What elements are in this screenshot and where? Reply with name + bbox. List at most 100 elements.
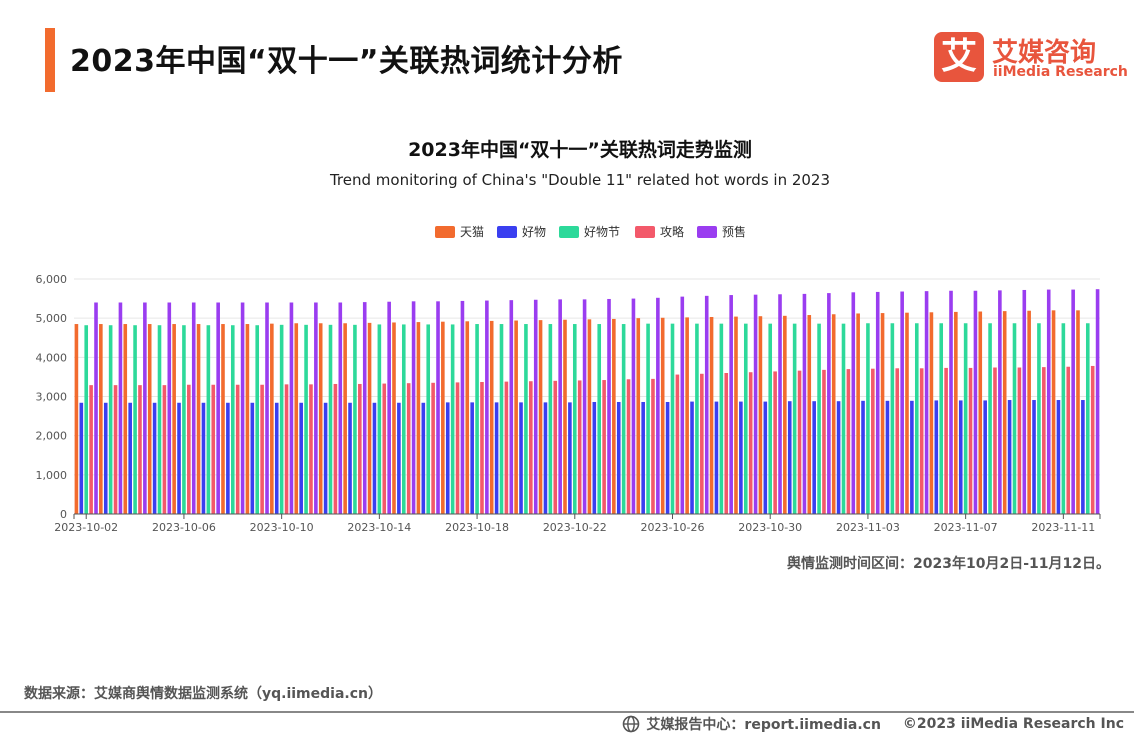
bar-4: [802, 293, 807, 514]
bar-3: [284, 384, 289, 514]
footer-divider: [0, 711, 1134, 713]
page-title: 2023年中国“双十一”关联热词统计分析: [70, 44, 623, 79]
bar-0: [74, 324, 79, 514]
bar-4: [656, 297, 660, 514]
bar-4: [167, 302, 172, 514]
bar-0: [172, 324, 176, 514]
bar-4: [411, 301, 416, 514]
bar-3: [113, 385, 118, 514]
bar-0: [538, 320, 543, 514]
bar-1: [445, 402, 450, 514]
bar-0: [221, 324, 225, 514]
bar-1: [494, 402, 499, 514]
bar-3: [871, 368, 875, 514]
bar-1: [739, 401, 743, 514]
bar-3: [602, 380, 606, 514]
bar-2: [1012, 323, 1017, 514]
bar-3: [431, 382, 435, 514]
bar-2: [621, 324, 626, 514]
bar-0: [196, 324, 201, 514]
bar-3: [406, 383, 411, 514]
bar-4: [900, 291, 904, 514]
bar-0: [758, 316, 763, 514]
bar-0: [587, 319, 592, 514]
legend-label-4: 预售: [722, 224, 746, 239]
legend-label-1: 好物: [522, 225, 546, 239]
bar-0: [465, 321, 470, 514]
bar-4: [998, 290, 1002, 514]
bar-4: [436, 301, 440, 514]
bar-0: [147, 324, 152, 514]
bar-2: [84, 325, 89, 514]
y-tick-label: 5,000: [36, 312, 68, 325]
bar-2: [914, 323, 919, 514]
legend-swatch-2: [559, 226, 579, 238]
bar-1: [274, 402, 279, 514]
bar-4: [631, 298, 636, 514]
bar-3: [944, 367, 948, 514]
bar-0: [270, 323, 274, 514]
bar-0: [929, 312, 934, 514]
bar-2: [304, 324, 308, 514]
bar-4: [973, 290, 978, 514]
y-tick-label: 3,000: [36, 391, 68, 404]
bar-1: [79, 402, 84, 514]
bar-4: [460, 300, 465, 514]
bar-4: [1095, 289, 1100, 514]
bar-0: [685, 317, 689, 514]
y-tick-label: 2,000: [36, 430, 68, 443]
logo-name-en: iiMedia Research: [993, 64, 1128, 80]
bar-0: [636, 318, 641, 514]
bar-4: [289, 302, 294, 514]
x-tick-label: 2023-11-07: [934, 521, 998, 534]
bar-3: [480, 382, 484, 514]
brand-logo[interactable]: 艾 艾媒咨询 iiMedia Research: [934, 32, 1128, 86]
bar-1: [372, 402, 377, 514]
report-site-link[interactable]: 艾媒报告中心：report.iimedia.cn: [646, 717, 881, 733]
legend-label-0: 天猫: [460, 225, 484, 239]
footer: 艾媒报告中心：report.iimedia.cn ©2023 iiMedia R…: [622, 714, 1124, 734]
bar-2: [719, 323, 724, 514]
bar-0: [831, 314, 836, 514]
bar-1: [934, 400, 939, 514]
bar-2: [255, 325, 260, 514]
y-tick-label: 6,000: [36, 273, 68, 286]
y-tick-label: 0: [60, 508, 67, 521]
bar-1: [1007, 400, 1012, 514]
bar-3: [895, 368, 900, 514]
bar-4: [778, 294, 782, 514]
bar-1: [690, 401, 694, 514]
bar-1: [958, 400, 963, 514]
x-tick-label: 2023-10-22: [543, 521, 607, 534]
bar-4: [1071, 289, 1075, 514]
bar-2: [670, 323, 675, 514]
bar-4: [680, 296, 685, 514]
bar-3: [89, 385, 93, 514]
bar-3: [260, 384, 264, 514]
logo-name-cn: 艾媒咨询: [992, 38, 1097, 68]
bar-2: [597, 324, 602, 514]
bar-4: [191, 302, 196, 514]
bar-3: [553, 380, 558, 514]
bar-2: [524, 324, 528, 514]
bar-1: [470, 402, 474, 514]
bar-4: [314, 302, 318, 514]
bar-3: [919, 368, 924, 514]
globe-icon: [623, 715, 640, 733]
bar-0: [367, 322, 372, 514]
bar-3: [333, 383, 338, 514]
bar-1: [201, 402, 206, 514]
bar-2: [1037, 323, 1041, 514]
bar-1: [299, 402, 303, 514]
bar-2: [695, 323, 699, 514]
bar-3: [968, 367, 973, 514]
bar-3: [773, 371, 777, 514]
bar-0: [660, 317, 665, 514]
bar-0: [954, 311, 958, 514]
bar-0: [563, 319, 567, 514]
bar-4: [753, 294, 758, 514]
bar-1: [910, 400, 914, 514]
bar-2: [646, 323, 650, 514]
x-tick-label: 2023-11-03: [836, 521, 900, 534]
bar-4: [1022, 289, 1027, 514]
